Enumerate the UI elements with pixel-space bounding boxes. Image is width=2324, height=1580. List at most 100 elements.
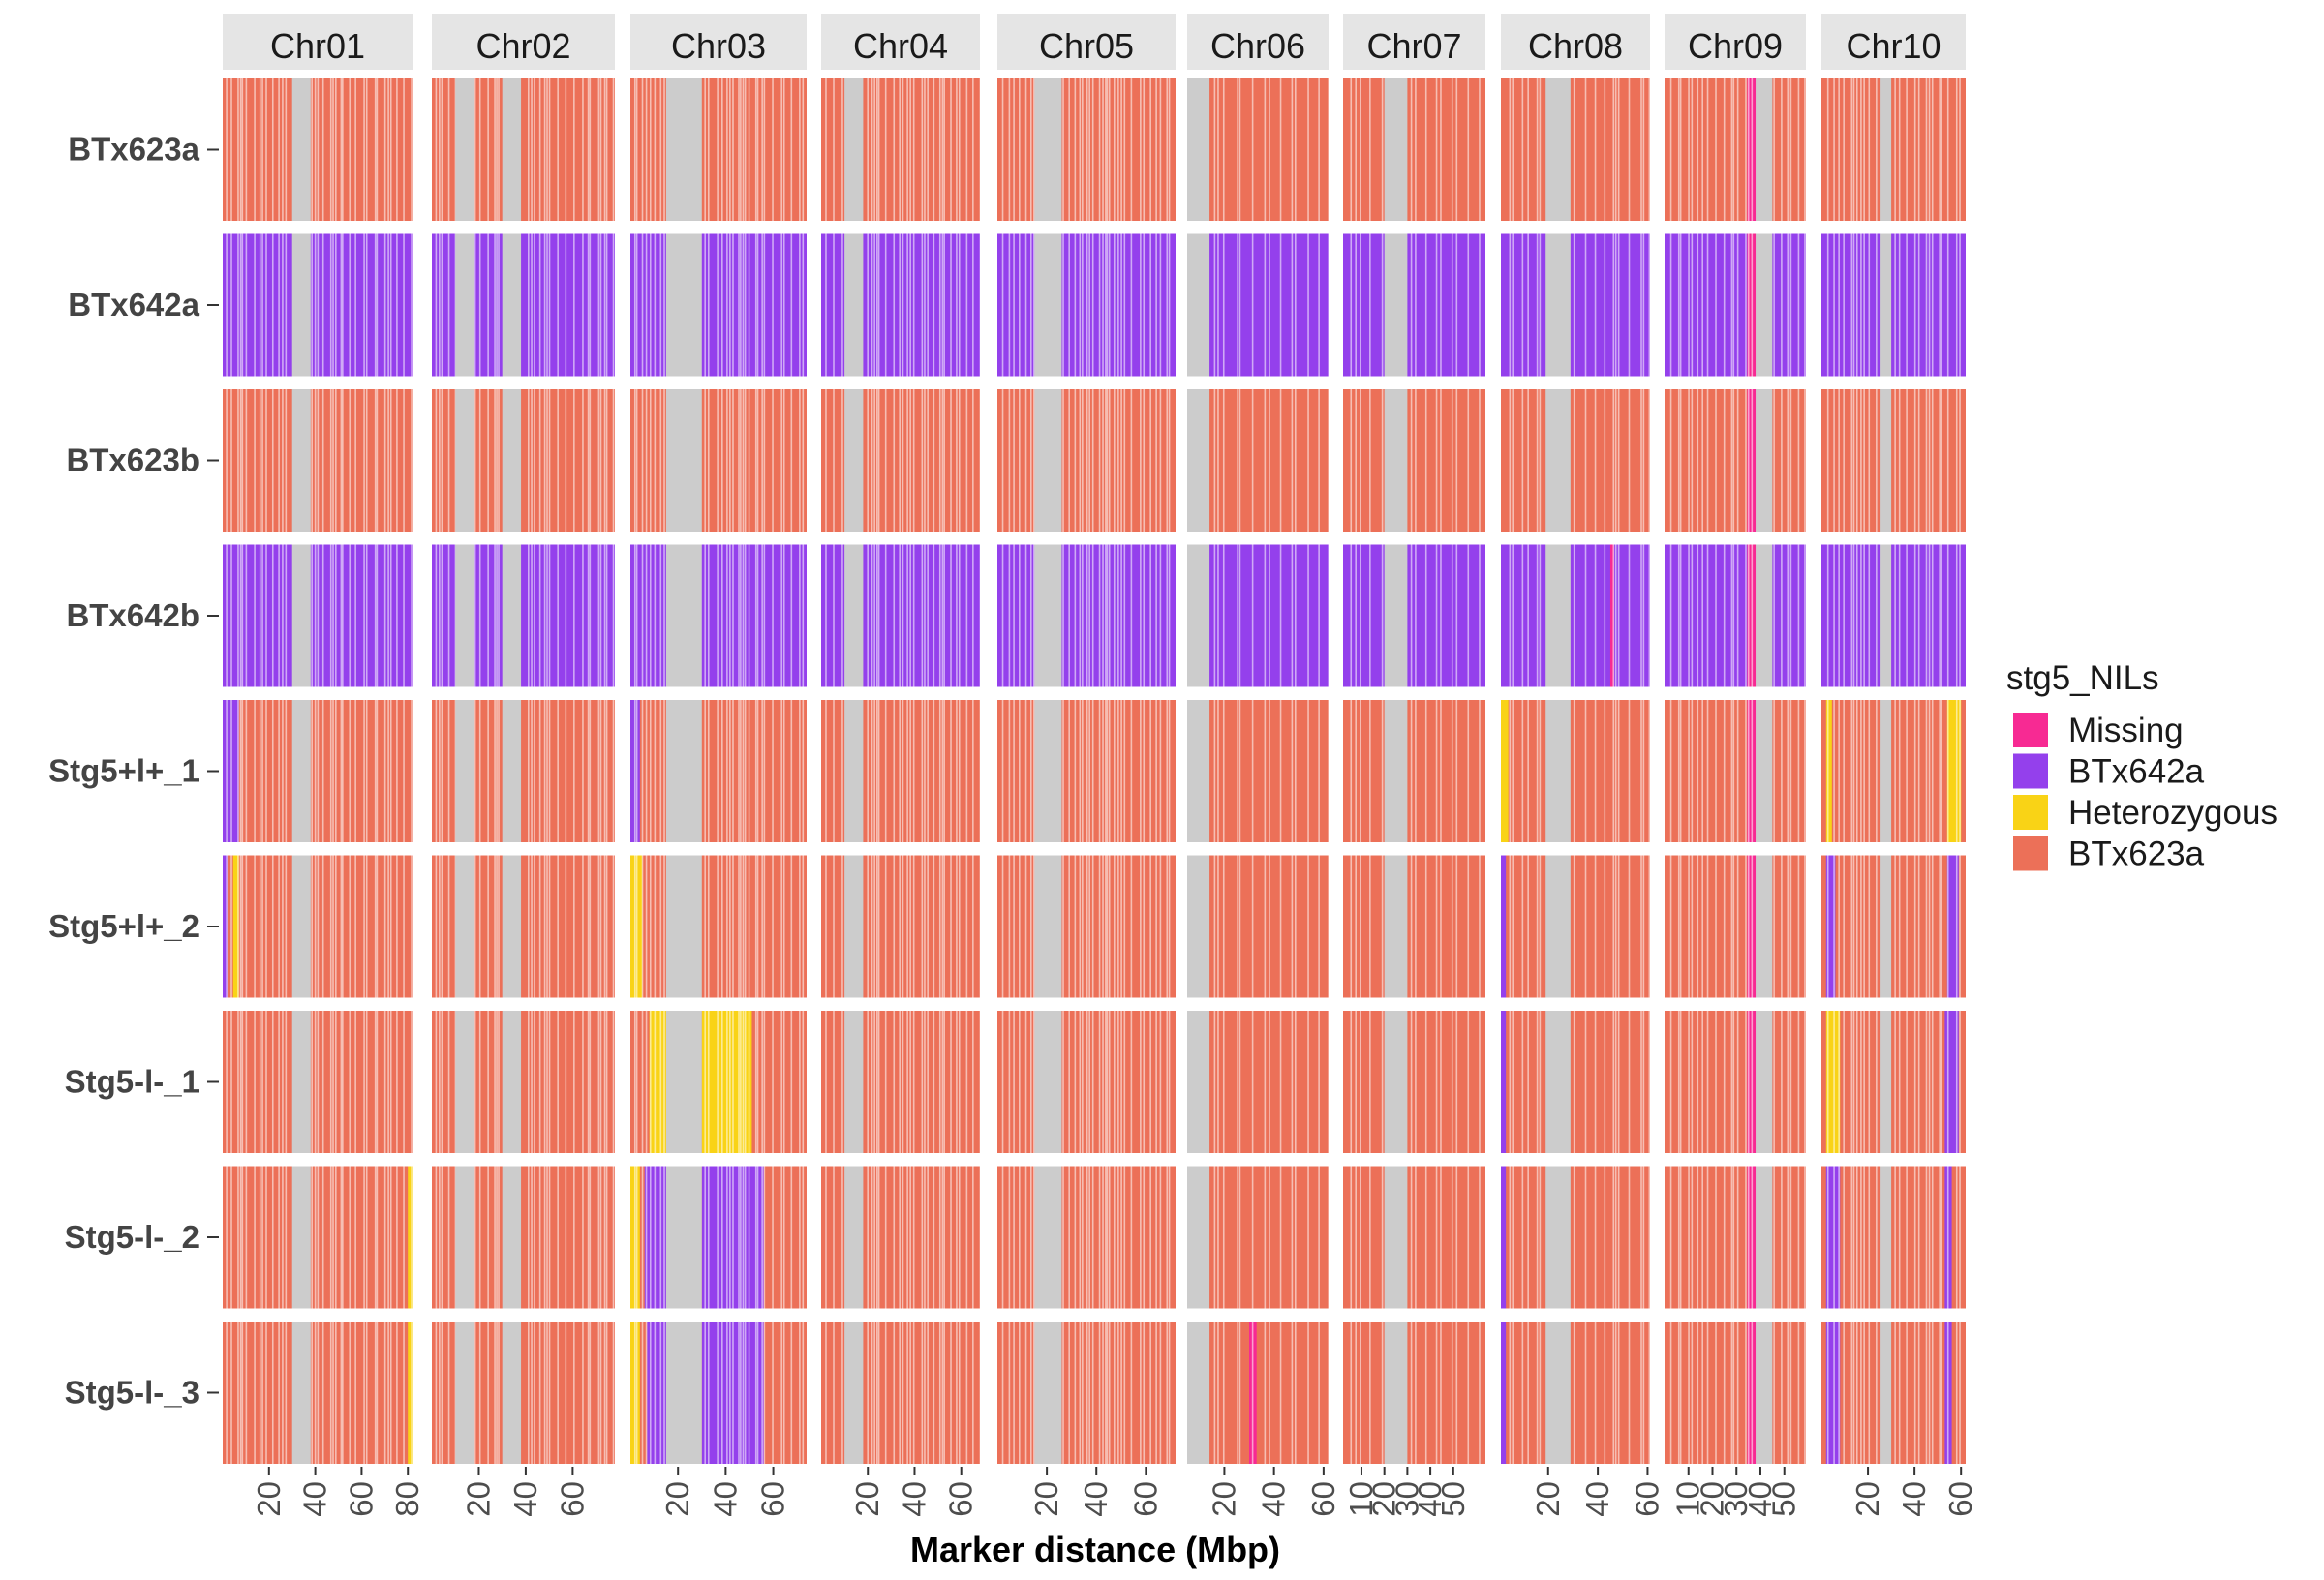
marker-line — [363, 233, 365, 377]
marker-line — [1527, 544, 1529, 687]
marker-line — [1149, 389, 1151, 532]
marker-line — [1751, 1166, 1754, 1309]
marker-line — [1291, 700, 1294, 842]
cell-btx623a-chr07 — [1343, 78, 1485, 221]
marker-line — [441, 1011, 443, 1153]
marker-line — [756, 233, 759, 377]
marker-line — [1628, 78, 1631, 221]
marker-line — [645, 700, 648, 842]
marker-line — [924, 233, 926, 377]
marker-line — [841, 1322, 843, 1464]
marker-line — [744, 78, 747, 221]
cell-stg5-l-2-chr06 — [1187, 1166, 1330, 1309]
marker-line — [1350, 233, 1353, 377]
marker-line — [1074, 700, 1077, 842]
marker-line — [740, 1166, 742, 1309]
marker-line — [1117, 1011, 1119, 1153]
marker-line — [958, 78, 961, 221]
marker-line — [1467, 233, 1470, 377]
marker-line — [729, 1322, 731, 1464]
marker-line — [376, 855, 379, 998]
marker-line — [1594, 855, 1597, 998]
marker-line — [439, 389, 441, 532]
cell-btx623b-chr02 — [432, 389, 615, 532]
marker-line — [383, 233, 386, 377]
marker-line — [1860, 78, 1862, 221]
marker-line — [704, 700, 706, 842]
marker-line — [1222, 233, 1225, 377]
marker-line — [321, 855, 324, 998]
marker-line — [663, 78, 665, 221]
marker-line — [1140, 855, 1142, 998]
marker-line — [387, 855, 389, 998]
cell-btx623b-chr06 — [1187, 389, 1330, 532]
marker-line — [956, 233, 958, 377]
marker-line — [531, 855, 533, 998]
marker-line — [332, 1322, 334, 1464]
marker-line — [237, 233, 239, 377]
marker-line — [1318, 855, 1320, 998]
cell-stg5-l-1-chr09 — [1665, 700, 1806, 842]
marker-line — [738, 78, 740, 221]
marker-line — [335, 78, 337, 221]
marker-line — [1123, 1011, 1126, 1153]
marker-line — [707, 233, 710, 377]
strip-chr03: Chr03 — [630, 14, 807, 70]
marker-line — [1410, 544, 1413, 687]
marker-line — [1082, 700, 1084, 842]
marker-line — [1120, 1166, 1122, 1309]
marker-line — [531, 78, 533, 221]
marker-line — [1102, 78, 1104, 221]
marker-line — [645, 78, 648, 221]
marker-line — [979, 233, 982, 377]
marker-line — [1527, 1166, 1529, 1309]
marker-line — [659, 78, 662, 221]
marker-line — [439, 544, 441, 687]
marker-line — [1691, 544, 1694, 687]
marker-line — [1781, 1322, 1783, 1464]
marker-line — [645, 855, 648, 998]
marker-line — [1029, 1322, 1032, 1464]
cell-stg5-l-2-chr09 — [1665, 855, 1806, 998]
marker-line — [1355, 389, 1357, 532]
marker-line — [902, 78, 904, 221]
no-marker-region — [665, 700, 702, 842]
marker-line — [1594, 233, 1597, 377]
cell-stg5-l-3-chr04 — [821, 1322, 982, 1464]
marker-line — [1527, 233, 1529, 377]
marker-line — [376, 389, 379, 532]
marker-line — [349, 855, 352, 998]
marker-line — [938, 855, 941, 998]
marker-line — [439, 78, 441, 221]
marker-line — [1024, 855, 1027, 998]
marker-line — [965, 78, 968, 221]
marker-line — [1415, 389, 1417, 532]
marker-line — [1512, 233, 1514, 377]
marker-line — [884, 1166, 887, 1309]
marker-line — [1328, 389, 1330, 532]
marker-line — [1612, 1166, 1615, 1309]
no-marker-region — [1034, 389, 1062, 532]
marker-line — [478, 544, 481, 687]
cell-stg5-l-2-chr01 — [223, 1166, 413, 1309]
marker-line — [527, 700, 530, 842]
marker-line — [633, 1011, 636, 1153]
cell-btx623a-chr06 — [1187, 78, 1330, 221]
marker-line — [927, 855, 929, 998]
marker-line — [314, 1322, 317, 1464]
marker-line — [589, 78, 592, 221]
marker-line — [825, 700, 827, 842]
marker-line — [1140, 544, 1142, 687]
marker-line — [1931, 78, 1934, 221]
marker-line — [1876, 78, 1878, 221]
marker-line — [825, 78, 827, 221]
marker-line — [354, 544, 356, 687]
marker-line — [742, 233, 745, 377]
marker-line — [1451, 233, 1453, 377]
marker-line — [496, 1322, 498, 1464]
marker-line — [1894, 1011, 1896, 1153]
marker-line — [1168, 700, 1171, 842]
marker-line — [732, 1166, 734, 1309]
marker-line — [1536, 78, 1539, 221]
no-marker-region — [1034, 1322, 1062, 1464]
